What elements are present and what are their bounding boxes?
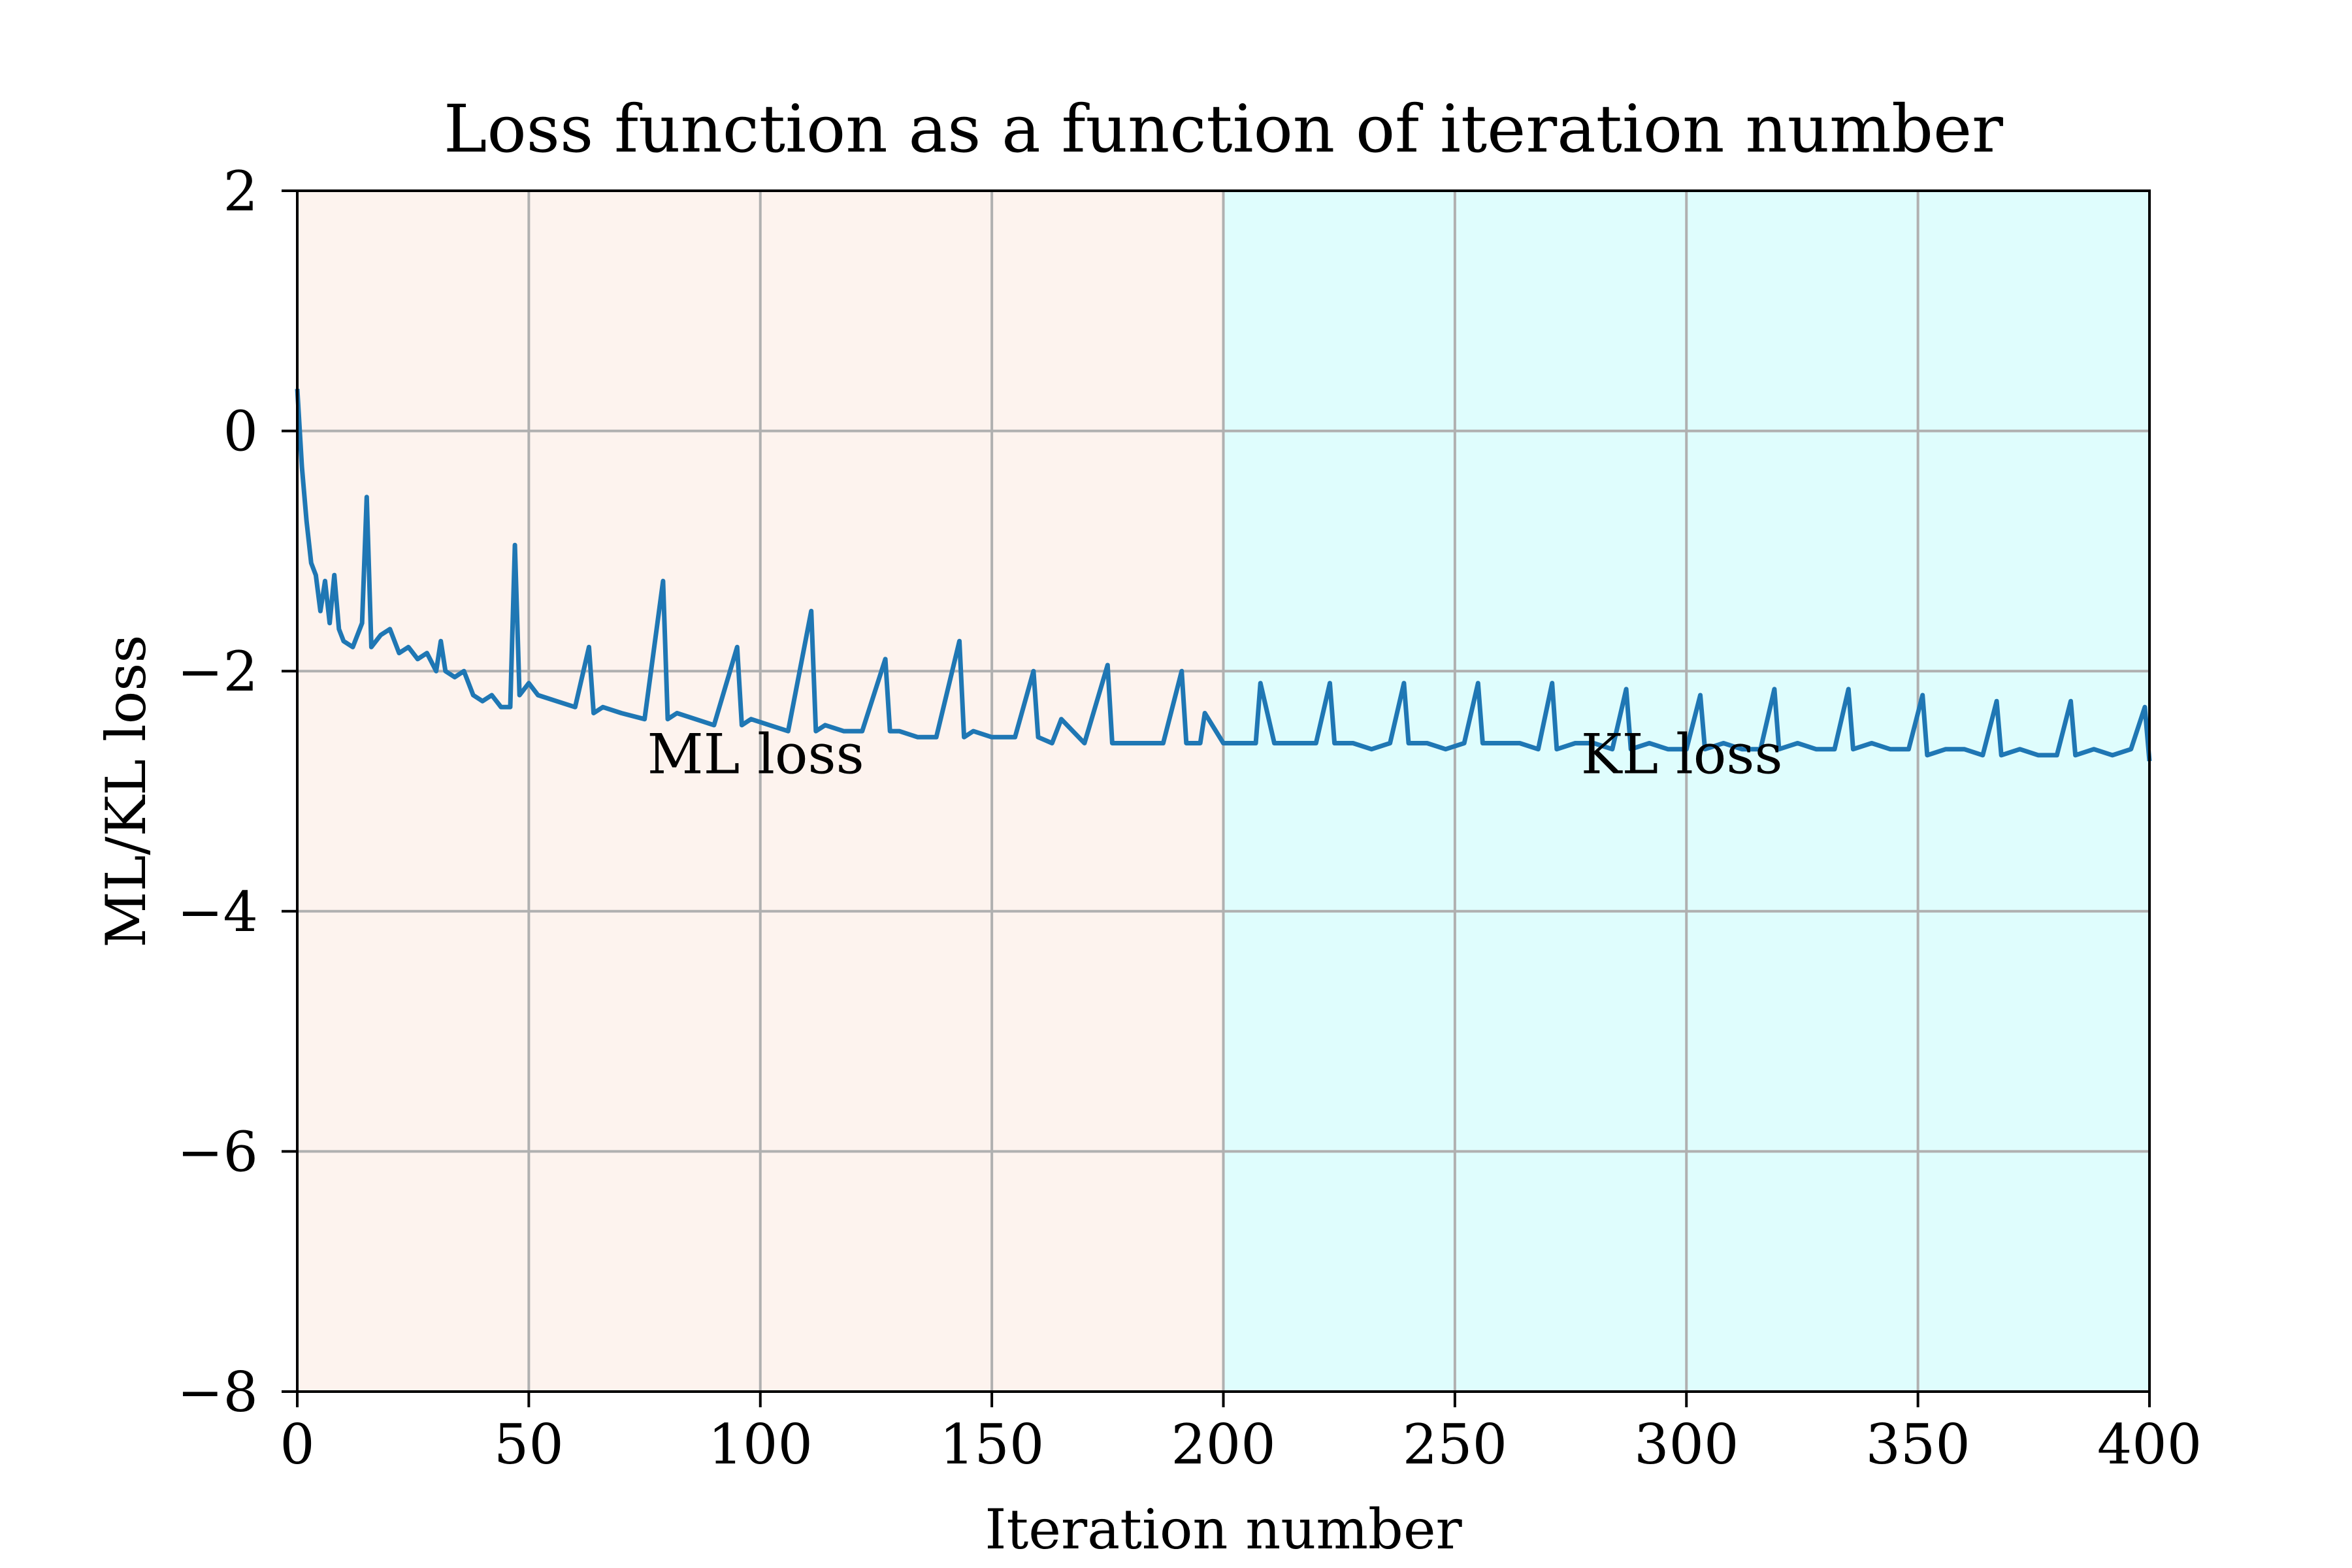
x-tick-label-4: 200 [1171, 1413, 1275, 1477]
x-tick-label-3: 150 [939, 1413, 1044, 1477]
series-lines [295, 389, 2152, 762]
axis-ticks: 0 50 100 150 200 250 300 350 400 2 0 −2 −4 −6 −8 [177, 159, 2202, 1477]
x-tick-label-1: 50 [494, 1413, 564, 1477]
y-tick-label-3: −4 [177, 880, 258, 944]
series-line-0 [295, 389, 2152, 762]
y-axis-label: ML/KL loss [94, 635, 158, 948]
y-tick-label-1: 0 [223, 400, 258, 464]
chart-title: Loss function as a function of iteration… [444, 91, 2003, 167]
region-label-0: ML loss [647, 722, 864, 786]
x-tick-label-6: 300 [1634, 1413, 1739, 1477]
x-axis-label: Iteration number [985, 1497, 1462, 1561]
y-tick-label-5: −8 [177, 1360, 258, 1424]
x-tick-label-8: 400 [2097, 1413, 2202, 1477]
x-tick-label-0: 0 [280, 1413, 314, 1477]
y-tick-label-4: −6 [177, 1120, 258, 1184]
region-label-1: KL loss [1581, 722, 1783, 786]
x-tick-label-7: 350 [1865, 1413, 1970, 1477]
y-tick-label-2: −2 [177, 640, 258, 704]
x-tick-label-2: 100 [708, 1413, 813, 1477]
y-tick-label-0: 2 [223, 159, 258, 223]
region-labels: ML loss KL loss [647, 722, 1783, 786]
grid-lines [296, 189, 2151, 1393]
x-tick-label-5: 250 [1403, 1413, 1507, 1477]
